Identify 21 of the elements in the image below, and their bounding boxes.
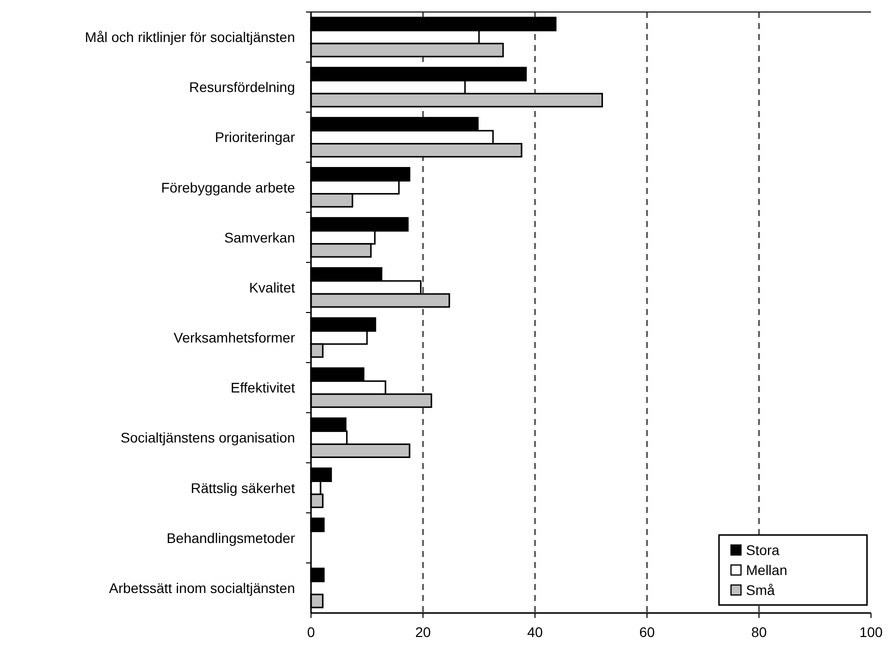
y-tick-label: Rättslig säkerhet	[190, 480, 296, 496]
y-tick-label: Arbetssätt inom socialtjänsten	[109, 580, 295, 596]
y-tick-label: Behandlingsmetoder	[166, 530, 296, 546]
x-tick-label: 20	[415, 624, 431, 640]
x-tick-label: 100	[859, 624, 883, 640]
y-tick-label: Verksamhetsformer	[174, 330, 296, 346]
x-tick-label: 80	[751, 624, 767, 640]
y-tick-label: Kvalitet	[249, 279, 296, 296]
y-tick-label: Mål och riktlinjer för socialtjänsten	[84, 29, 295, 46]
y-tick-label: Prioriteringar	[214, 129, 296, 146]
legend-label: Små	[746, 582, 775, 598]
x-tick-label: 0	[307, 624, 316, 640]
x-tick-label: 40	[527, 624, 543, 640]
y-tick-label: Samverkan	[224, 229, 295, 246]
y-tick-label: Förebyggande arbete	[161, 179, 296, 196]
y-tick-label: Resursfördelning	[189, 79, 295, 96]
y-tick-label: Effektivitet	[230, 380, 296, 396]
x-tick-label: 60	[639, 624, 655, 640]
legend-label: Stora	[746, 542, 780, 558]
y-tick-label: Socialtjänstens organisation	[120, 430, 295, 446]
legend-label: Mellan	[746, 562, 788, 578]
